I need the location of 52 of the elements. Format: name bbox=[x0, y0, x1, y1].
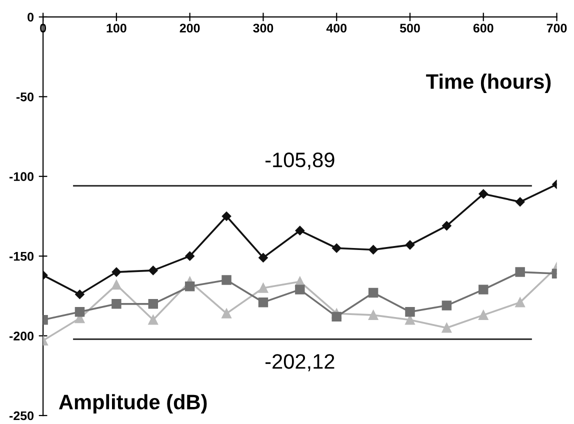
point bbox=[332, 244, 342, 253]
point bbox=[185, 251, 194, 261]
x-tick-label: 300 bbox=[253, 24, 274, 33]
point bbox=[75, 290, 84, 299]
point bbox=[405, 240, 415, 250]
point bbox=[148, 266, 158, 276]
x-tick-label: 100 bbox=[106, 24, 126, 33]
point bbox=[515, 297, 525, 308]
y-tick-label: 0 bbox=[28, 12, 34, 22]
y-tick-label: -50 bbox=[16, 92, 34, 102]
point bbox=[258, 297, 268, 308]
y-tick-label: -150 bbox=[9, 252, 34, 261]
point bbox=[442, 322, 452, 333]
ref-line-label: -202,12 bbox=[266, 354, 334, 372]
y-axis-title: Amplitude (dB) bbox=[58, 394, 207, 414]
point bbox=[222, 308, 232, 318]
y-tick-label: -200 bbox=[9, 332, 34, 340]
point bbox=[112, 299, 122, 309]
point bbox=[184, 282, 195, 292]
point bbox=[368, 310, 378, 320]
point bbox=[258, 253, 268, 262]
x-tick-label: 400 bbox=[326, 24, 347, 33]
ref-line-label: -105,89 bbox=[266, 152, 334, 170]
x-tick-label: 200 bbox=[180, 24, 200, 33]
point bbox=[332, 312, 342, 322]
point bbox=[442, 300, 452, 310]
x-axis-title: Time (hours) bbox=[426, 74, 551, 94]
point bbox=[112, 267, 122, 277]
y-tick-label: -250 bbox=[9, 411, 34, 420]
point bbox=[478, 284, 488, 294]
point bbox=[295, 226, 305, 236]
point bbox=[368, 245, 378, 254]
point bbox=[405, 315, 415, 325]
point bbox=[222, 275, 232, 285]
y-tick-label: -100 bbox=[9, 172, 34, 182]
point bbox=[515, 197, 525, 207]
point bbox=[405, 307, 415, 317]
point bbox=[515, 267, 525, 277]
point bbox=[442, 221, 452, 230]
point bbox=[368, 288, 378, 298]
point bbox=[295, 284, 305, 294]
x-tick-label: 500 bbox=[400, 24, 420, 33]
point bbox=[222, 212, 232, 221]
x-tick-label: 700 bbox=[546, 24, 567, 33]
point bbox=[478, 310, 488, 320]
point bbox=[112, 280, 122, 290]
point bbox=[74, 307, 85, 317]
point bbox=[148, 315, 158, 325]
point bbox=[258, 283, 268, 293]
x-tick-label: 600 bbox=[473, 24, 494, 33]
point bbox=[148, 299, 158, 309]
point bbox=[478, 189, 488, 199]
